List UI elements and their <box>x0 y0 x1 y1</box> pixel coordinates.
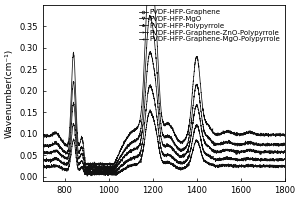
PVDF-HFP-Graphene <box>41 165 45 167</box>
PVDF-HFP-Polypyrrole <box>252 149 256 151</box>
PVDF-HFP-Graphene-MgO-Polypyrrole <box>278 134 282 136</box>
PVDF-HFP-Graphene-ZnO-Polypyrrole <box>69 129 72 131</box>
PVDF-HFP-MgO <box>148 83 152 86</box>
PVDF-HFP-Polypyrrole <box>112 171 116 173</box>
PVDF-HFP-Polypyrrole <box>148 50 152 53</box>
PVDF-HFP-Graphene-MgO-Polypyrrole <box>69 115 72 118</box>
PVDF-HFP-Graphene-ZnO-Polypyrrole <box>148 14 151 17</box>
Line: PVDF-HFP-Polypyrrole: PVDF-HFP-Polypyrrole <box>42 50 286 173</box>
PVDF-HFP-MgO <box>108 172 112 175</box>
PVDF-HFP-Graphene-ZnO-Polypyrrole <box>41 144 45 146</box>
PVDF-HFP-Graphene <box>134 162 137 165</box>
PVDF-HFP-MgO <box>278 158 282 160</box>
PVDF-HFP-MgO <box>144 108 148 110</box>
PVDF-HFP-MgO <box>134 156 137 158</box>
PVDF-HFP-Polypyrrole <box>278 151 282 153</box>
PVDF-HFP-Graphene-ZnO-Polypyrrole <box>134 139 137 142</box>
PVDF-HFP-Graphene <box>278 165 282 168</box>
PVDF-HFP-Graphene <box>283 165 286 167</box>
PVDF-HFP-MgO <box>252 158 256 160</box>
PVDF-HFP-Graphene-MgO-Polypyrrole <box>144 19 148 21</box>
PVDF-HFP-Polypyrrole <box>144 82 148 85</box>
PVDF-HFP-Graphene-MgO-Polypyrrole <box>134 129 137 132</box>
PVDF-HFP-MgO <box>41 159 45 162</box>
PVDF-HFP-Graphene-ZnO-Polypyrrole <box>144 57 148 59</box>
Line: PVDF-HFP-Graphene-MgO-Polypyrrole: PVDF-HFP-Graphene-MgO-Polypyrrole <box>42 0 286 167</box>
PVDF-HFP-Polypyrrole <box>69 140 72 142</box>
PVDF-HFP-Graphene-ZnO-Polypyrrole <box>252 142 256 144</box>
Y-axis label: Wavenumber(cm⁻¹): Wavenumber(cm⁻¹) <box>5 48 14 138</box>
PVDF-HFP-MgO <box>69 151 72 153</box>
PVDF-HFP-Graphene <box>148 109 152 111</box>
PVDF-HFP-Graphene-ZnO-Polypyrrole <box>83 160 86 162</box>
PVDF-HFP-Graphene-MgO-Polypyrrole <box>41 134 45 136</box>
PVDF-HFP-Graphene-ZnO-Polypyrrole <box>99 168 102 170</box>
PVDF-HFP-Polypyrrole <box>41 151 45 154</box>
PVDF-HFP-Graphene <box>83 171 86 173</box>
PVDF-HFP-Graphene-MgO-Polypyrrole <box>283 134 286 136</box>
PVDF-HFP-Graphene <box>252 164 256 167</box>
PVDF-HFP-Graphene <box>85 175 89 177</box>
PVDF-HFP-Graphene <box>144 128 148 130</box>
PVDF-HFP-Graphene-ZnO-Polypyrrole <box>283 144 286 146</box>
Line: PVDF-HFP-Graphene-ZnO-Polypyrrole: PVDF-HFP-Graphene-ZnO-Polypyrrole <box>42 15 286 170</box>
PVDF-HFP-MgO <box>83 170 86 172</box>
Line: PVDF-HFP-MgO: PVDF-HFP-MgO <box>42 84 286 174</box>
PVDF-HFP-Polypyrrole <box>134 147 137 149</box>
PVDF-HFP-Polypyrrole <box>283 150 286 152</box>
PVDF-HFP-Graphene-MgO-Polypyrrole <box>90 165 93 167</box>
PVDF-HFP-Graphene <box>69 158 72 161</box>
PVDF-HFP-Graphene-MgO-Polypyrrole <box>252 132 256 135</box>
PVDF-HFP-Graphene-MgO-Polypyrrole <box>83 156 86 158</box>
PVDF-HFP-Polypyrrole <box>83 164 86 167</box>
PVDF-HFP-MgO <box>283 158 286 160</box>
Line: PVDF-HFP-Graphene: PVDF-HFP-Graphene <box>42 109 286 177</box>
Legend: PVDF-HFP-Graphene, PVDF-HFP-MgO, PVDF-HFP-Polypyrrole, PVDF-HFP-Graphene-ZnO-Pol: PVDF-HFP-Graphene, PVDF-HFP-MgO, PVDF-HF… <box>139 8 281 43</box>
PVDF-HFP-Graphene-ZnO-Polypyrrole <box>278 143 282 145</box>
